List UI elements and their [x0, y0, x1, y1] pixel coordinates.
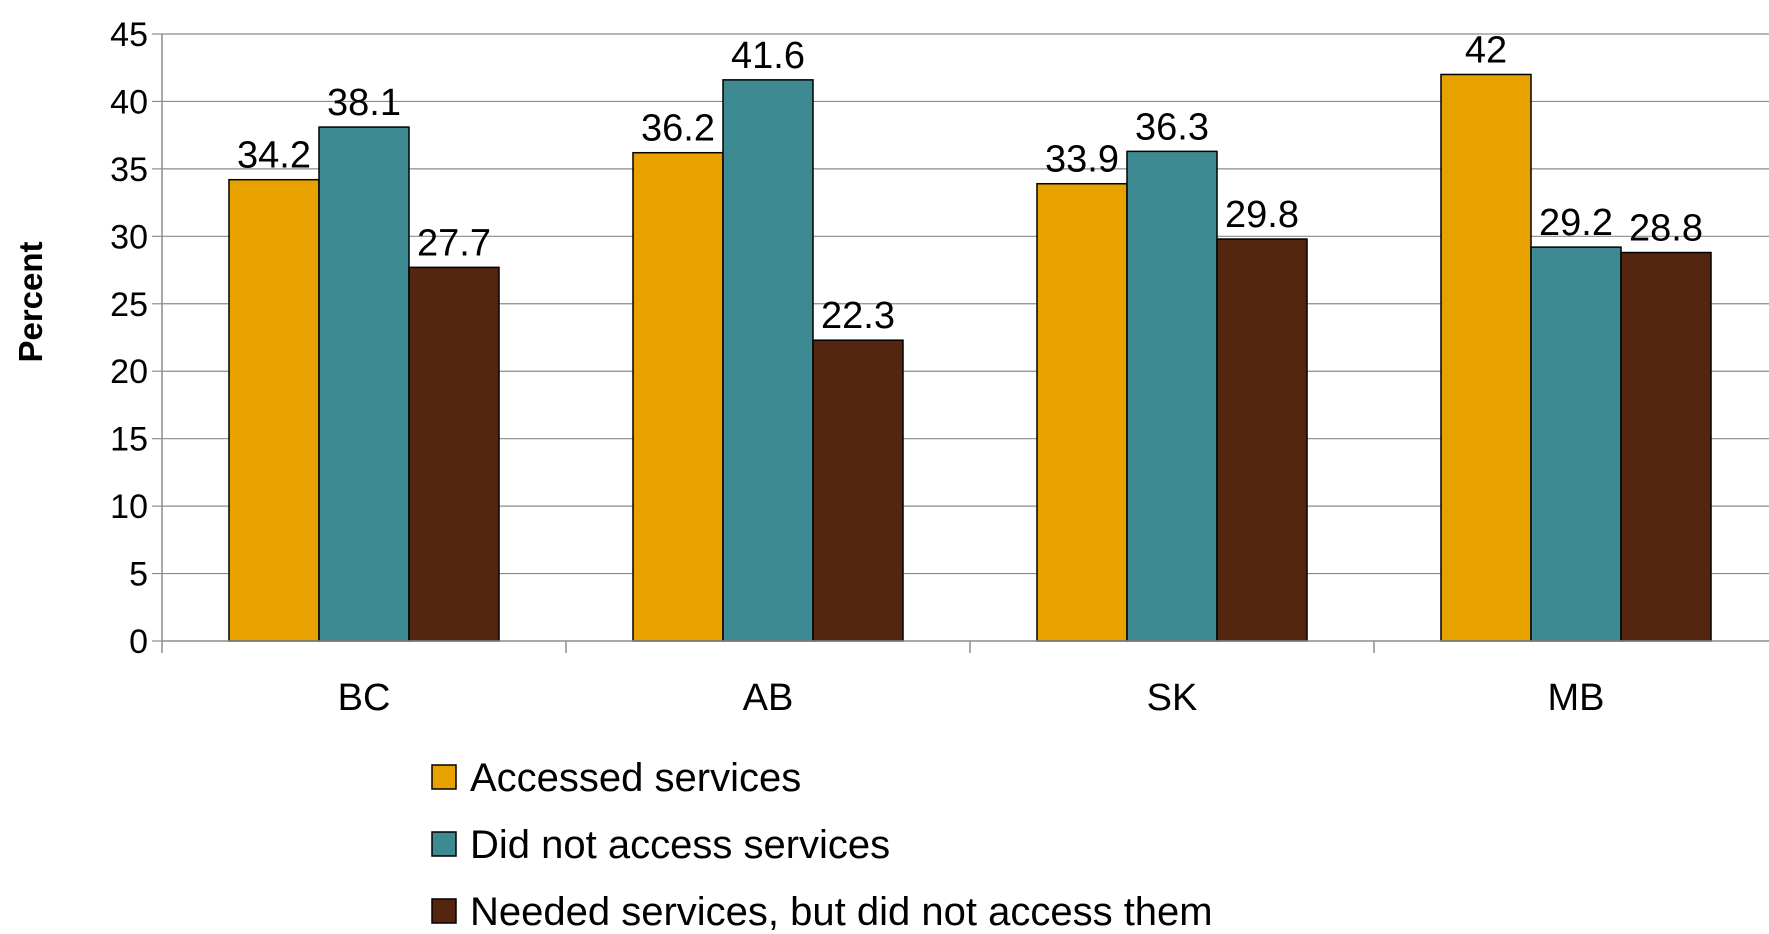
- legend-label: Accessed services: [470, 756, 801, 800]
- data-label: 34.2: [237, 135, 311, 177]
- data-label: 29.2: [1539, 202, 1613, 244]
- bar: [812, 339, 904, 642]
- bar: [408, 266, 500, 642]
- data-label: 22.3: [821, 295, 895, 337]
- category-label: AB: [743, 677, 794, 719]
- legend: Accessed services Did not access services…: [431, 756, 1213, 934]
- bar: [1530, 246, 1622, 642]
- y-tick-label: 15: [110, 421, 148, 459]
- y-tick-label: 5: [129, 556, 148, 594]
- data-label: 28.8: [1629, 208, 1703, 250]
- y-axis-title: Percent: [12, 241, 49, 362]
- legend-swatch: [431, 898, 457, 924]
- bar: [228, 178, 320, 642]
- legend-label: Needed services, but did not access them: [470, 890, 1213, 934]
- axes: [152, 33, 1769, 653]
- y-tick-label: 40: [110, 83, 148, 121]
- y-tick-label: 10: [110, 488, 148, 526]
- bar: [318, 126, 410, 642]
- y-tick-label: 30: [110, 218, 148, 256]
- data-label: 33.9: [1045, 139, 1119, 181]
- legend-swatch: [431, 831, 457, 857]
- data-label: 36.3: [1135, 106, 1209, 148]
- y-tick-labels: 0 5 10 15 20 25 30 35 40 45: [110, 16, 148, 661]
- category-label: SK: [1147, 677, 1198, 719]
- bar: [1036, 182, 1128, 642]
- y-tick-label: 20: [110, 353, 148, 391]
- data-label: 41.6: [731, 35, 805, 77]
- data-label: 42: [1465, 29, 1507, 71]
- data-label: 38.1: [327, 82, 401, 124]
- y-tick-label: 45: [110, 16, 148, 54]
- y-tick-label: 0: [129, 623, 148, 661]
- data-label: 36.2: [641, 108, 715, 150]
- category-labels: BC AB SK MB: [338, 677, 1605, 719]
- category-label: BC: [338, 677, 391, 719]
- data-label: 27.7: [417, 222, 491, 264]
- category-label: MB: [1548, 677, 1605, 719]
- bars: [228, 73, 1712, 642]
- legend-label: Did not access services: [470, 823, 890, 867]
- legend-swatch: [431, 764, 457, 790]
- bar: [1620, 251, 1712, 642]
- y-tick-label: 35: [110, 151, 148, 189]
- bar: [1126, 150, 1218, 642]
- data-label: 29.8: [1225, 194, 1299, 236]
- bar: [722, 79, 814, 642]
- bar: [1216, 238, 1308, 642]
- bar: [1440, 73, 1532, 642]
- y-tick-label: 25: [110, 286, 148, 324]
- data-labels: 34.2 38.1 27.7 36.2 41.6 22.3 33.9 36.3 29.8 42 29…: [237, 29, 1703, 337]
- bar: [632, 151, 724, 642]
